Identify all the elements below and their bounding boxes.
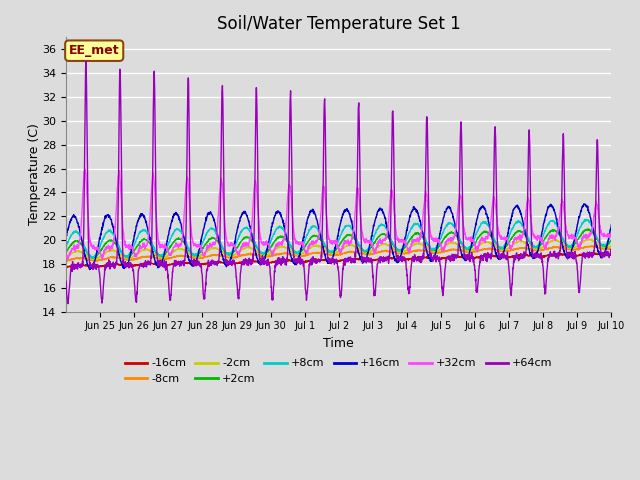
-8cm [503, 248, 511, 254]
+16cm [235, 221, 243, 227]
Line: -8cm: -8cm [66, 246, 611, 261]
+16cm [580, 201, 588, 207]
+16cm [86, 266, 93, 272]
+16cm [534, 248, 541, 254]
+8cm [235, 235, 243, 240]
+8cm [582, 216, 589, 222]
Line: -16cm: -16cm [66, 253, 611, 267]
+32cm [534, 235, 542, 241]
+64cm [607, 251, 615, 257]
+16cm [607, 222, 615, 228]
+8cm [62, 244, 70, 250]
+2cm [235, 242, 243, 248]
Text: EE_met: EE_met [69, 44, 120, 57]
+16cm [503, 235, 511, 240]
+32cm [600, 230, 608, 236]
+2cm [600, 242, 608, 248]
+32cm [99, 257, 106, 263]
-2cm [534, 245, 541, 251]
-8cm [62, 258, 70, 264]
Y-axis label: Temperature (C): Temperature (C) [28, 123, 41, 226]
-8cm [93, 258, 101, 264]
-16cm [534, 253, 541, 259]
+2cm [90, 255, 97, 261]
+2cm [372, 238, 380, 244]
-2cm [62, 254, 70, 260]
-2cm [235, 250, 243, 256]
+64cm [600, 254, 608, 260]
+32cm [117, 192, 125, 198]
-16cm [600, 252, 608, 257]
-16cm [503, 254, 511, 260]
X-axis label: Time: Time [323, 337, 354, 350]
+8cm [88, 255, 96, 261]
+64cm [235, 296, 243, 302]
+8cm [117, 248, 125, 253]
+2cm [117, 249, 125, 254]
-8cm [600, 245, 608, 251]
-16cm [63, 264, 71, 270]
+64cm [372, 281, 380, 287]
-16cm [607, 252, 615, 258]
Legend: -16cm, -8cm, -2cm, +2cm, +8cm, +16cm, +32cm, +64cm: -16cm, -8cm, -2cm, +2cm, +8cm, +16cm, +3… [120, 354, 557, 388]
-2cm [372, 245, 380, 251]
+32cm [62, 254, 70, 260]
-8cm [607, 245, 615, 251]
-8cm [534, 247, 541, 253]
+2cm [584, 226, 591, 232]
+8cm [600, 242, 608, 248]
+16cm [62, 235, 70, 240]
-8cm [588, 243, 595, 249]
+64cm [534, 252, 542, 258]
-16cm [372, 257, 380, 263]
-2cm [607, 242, 615, 248]
-8cm [117, 255, 125, 261]
+8cm [607, 230, 615, 236]
+8cm [534, 244, 541, 250]
+8cm [372, 230, 380, 236]
-2cm [503, 246, 511, 252]
+64cm [62, 278, 70, 284]
+2cm [534, 243, 541, 249]
+32cm [235, 252, 243, 258]
+32cm [372, 248, 380, 253]
-2cm [600, 245, 608, 251]
+32cm [81, 166, 89, 172]
+2cm [503, 243, 511, 249]
+16cm [117, 258, 125, 264]
-2cm [117, 252, 125, 258]
+32cm [607, 233, 615, 239]
-16cm [62, 264, 70, 269]
Line: +32cm: +32cm [66, 169, 611, 260]
-16cm [587, 250, 595, 256]
+64cm [64, 301, 72, 307]
+64cm [504, 254, 511, 260]
-16cm [117, 262, 125, 268]
-8cm [235, 254, 243, 260]
Line: +2cm: +2cm [66, 229, 611, 258]
+2cm [607, 237, 615, 243]
Title: Soil/Water Temperature Set 1: Soil/Water Temperature Set 1 [217, 15, 461, 33]
-2cm [586, 236, 594, 242]
+64cm [117, 130, 125, 136]
+32cm [504, 234, 511, 240]
+2cm [62, 249, 70, 255]
Line: +8cm: +8cm [66, 219, 611, 258]
+64cm [82, 59, 90, 64]
Line: +64cm: +64cm [66, 61, 611, 304]
+16cm [372, 216, 380, 222]
-16cm [235, 260, 243, 265]
+16cm [600, 251, 608, 257]
-8cm [372, 250, 380, 256]
Line: -2cm: -2cm [66, 239, 611, 260]
Line: +16cm: +16cm [66, 204, 611, 269]
+8cm [503, 239, 511, 244]
-2cm [90, 257, 98, 263]
